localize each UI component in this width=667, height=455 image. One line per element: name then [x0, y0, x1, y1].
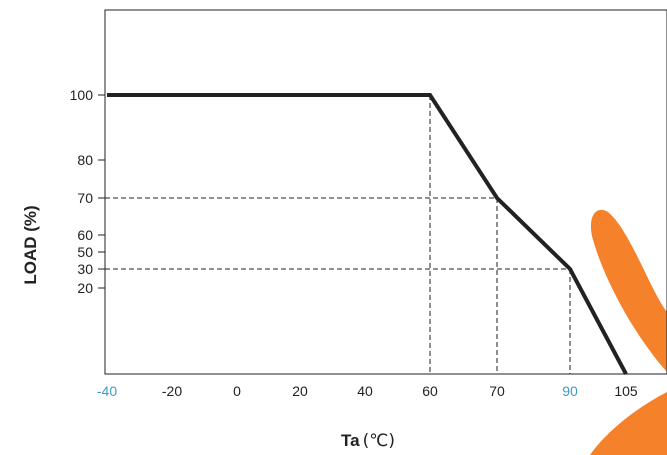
y-axis-title: LOAD (%): [21, 205, 40, 284]
x-tick-label: 0: [233, 383, 241, 399]
series-group: [107, 93, 628, 375]
x-tick-label: 90: [562, 383, 578, 399]
reference-lines: [105, 95, 571, 374]
x-axis-title: Ta (℃): [341, 431, 395, 451]
x-tick-label: 20: [292, 383, 308, 399]
y-tick-label: 60: [77, 227, 93, 243]
y-tick-label: 30: [77, 261, 93, 277]
y-tick-label: 100: [70, 87, 94, 103]
y-tick-label: 80: [77, 152, 93, 168]
watermark-bottom-shape: [590, 392, 667, 455]
watermark-top-shape: [590, 209, 667, 372]
x-tick-label: -40: [97, 383, 117, 399]
y-tick-label: 70: [77, 190, 93, 206]
x-tick-label: 60: [422, 383, 438, 399]
watermark-graphic: [590, 209, 667, 455]
x-axis-title-main: Ta: [341, 431, 360, 450]
x-tick-label: -20: [162, 383, 182, 399]
x-tick-label: 70: [489, 383, 505, 399]
y-tick-label: 50: [77, 244, 93, 260]
plot-frame: [104, 9, 667, 375]
y-tick-label: 20: [77, 280, 93, 296]
x-axis-title-unit: (℃): [363, 431, 395, 451]
series-line: [107, 93, 628, 375]
x-tick-label: 40: [357, 383, 373, 399]
x-axis-ticks: -40 -20 0 20 40 60 70 90 105: [97, 383, 638, 399]
x-tick-label: 105: [614, 383, 638, 399]
